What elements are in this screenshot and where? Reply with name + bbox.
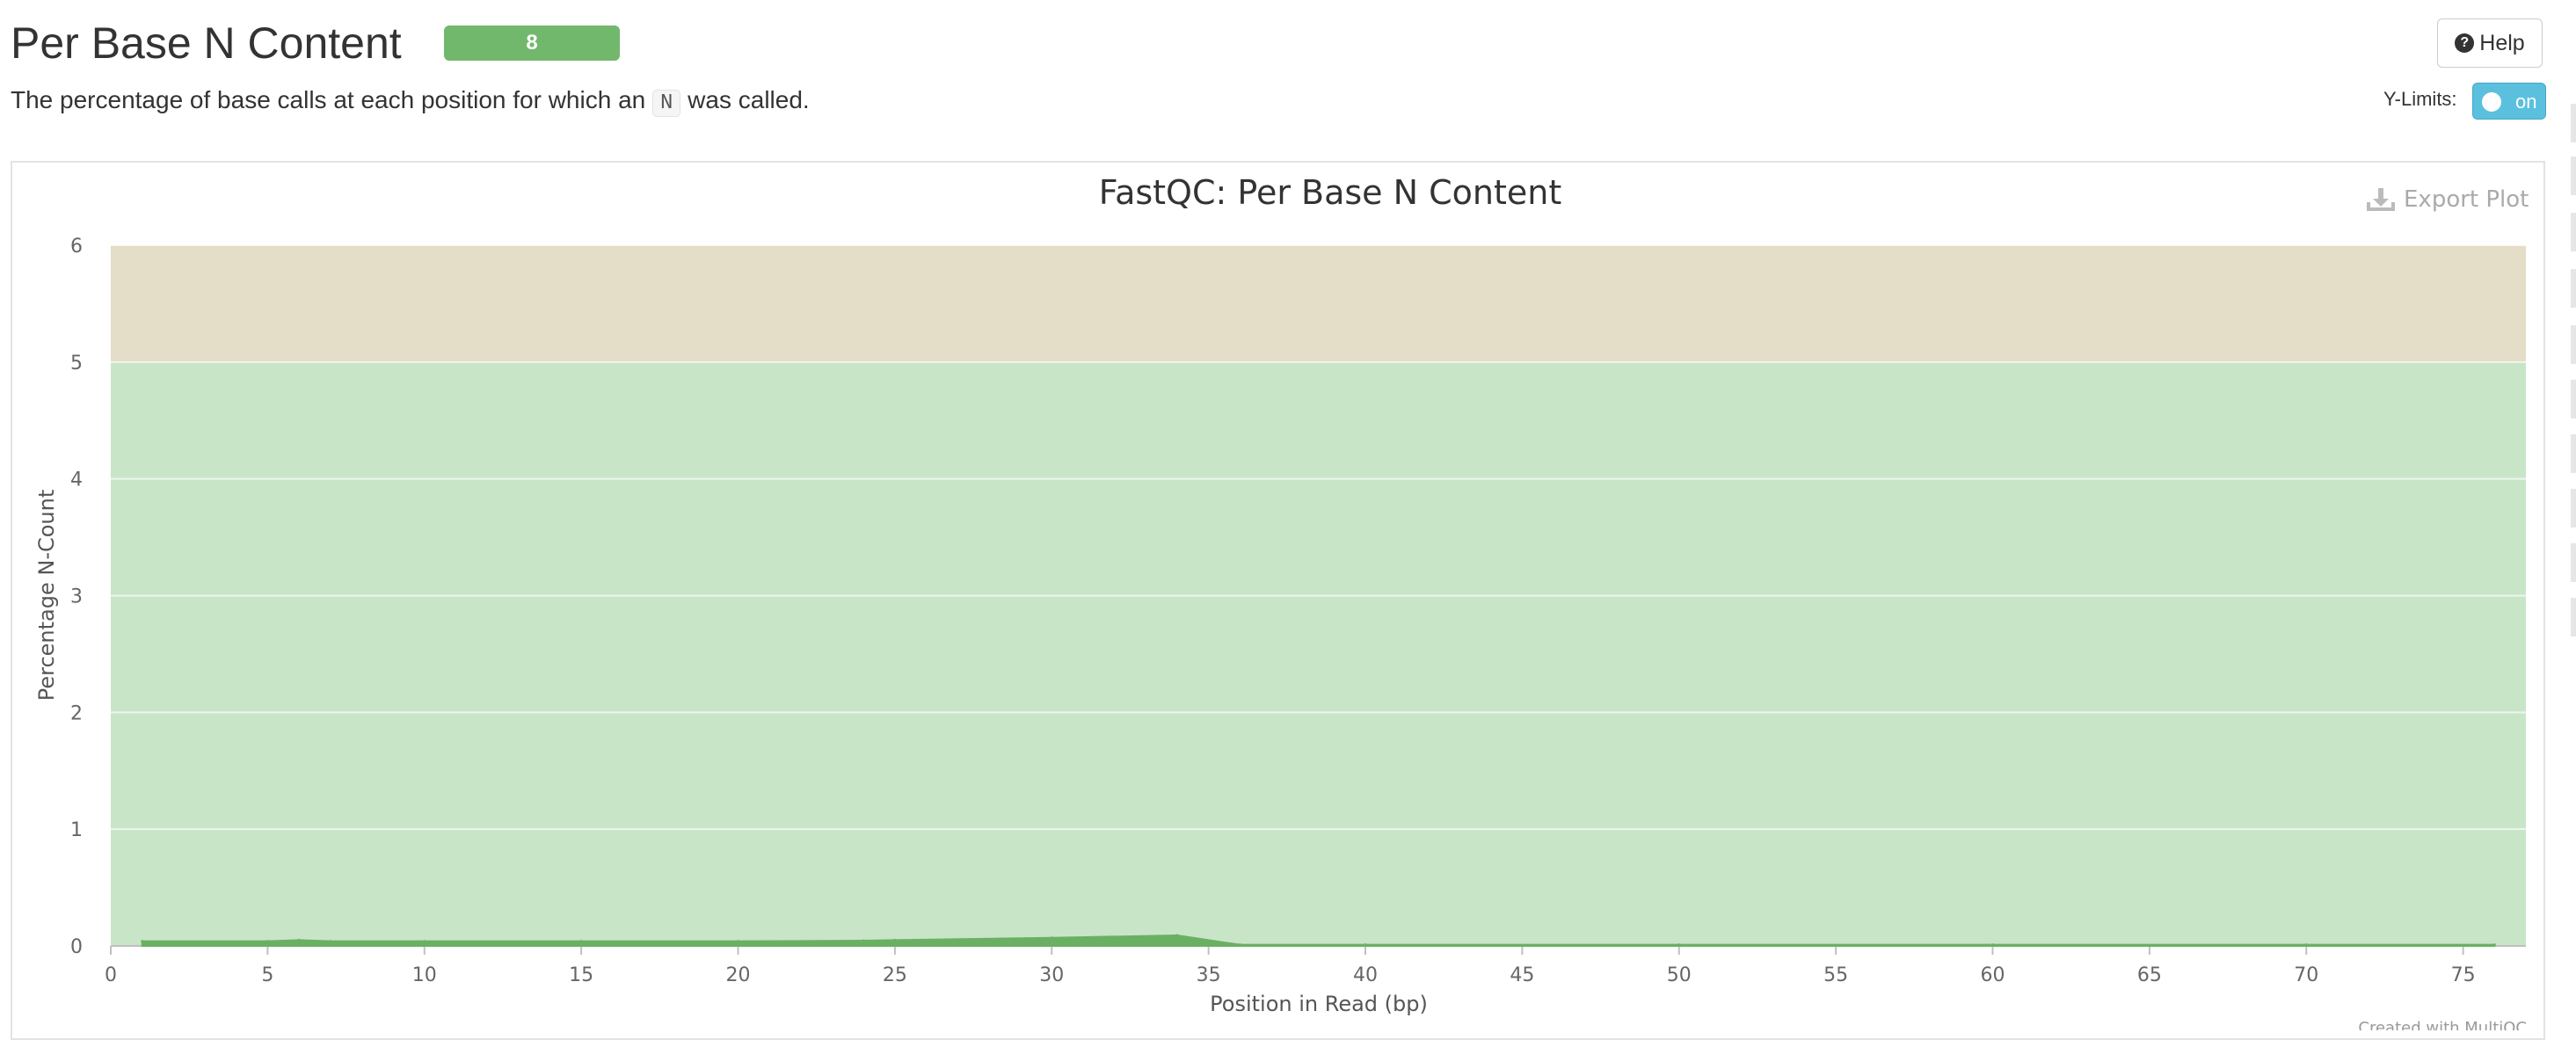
y-tick-label: 5 xyxy=(70,353,83,375)
data-point xyxy=(1175,934,1179,937)
ylimits-label: Y-Limits: xyxy=(2383,88,2457,110)
x-tick-label: 15 xyxy=(569,964,593,986)
data-point xyxy=(1364,943,1367,947)
series-area-0 xyxy=(141,935,2496,947)
x-tick-label: 35 xyxy=(1197,964,1221,986)
data-point xyxy=(579,940,583,943)
download-icon xyxy=(2367,188,2395,211)
description-text: The percentage of base calls at each pos… xyxy=(11,86,652,113)
data-point xyxy=(423,940,426,943)
section-description: The percentage of base calls at each pos… xyxy=(11,83,810,121)
data-point xyxy=(862,939,865,942)
band-0 xyxy=(111,361,2526,946)
data-point xyxy=(893,938,897,942)
side-tab[interactable] xyxy=(2571,543,2576,582)
x-axis-label: Position in Read (bp) xyxy=(1210,992,1428,1016)
y-tick-label: 2 xyxy=(70,702,83,724)
y-tick-label: 0 xyxy=(70,936,83,958)
y-tick-label: 4 xyxy=(70,469,83,491)
toggle-state-label: on xyxy=(2515,91,2537,113)
side-tab[interactable] xyxy=(2571,489,2576,527)
section-title: Per Base N Content xyxy=(11,18,402,68)
y-axis-label: Percentage N-Count xyxy=(34,490,59,702)
x-tick-label: 10 xyxy=(412,964,437,986)
ylimits-toggle[interactable]: on xyxy=(2472,83,2546,120)
data-point xyxy=(2492,943,2496,947)
export-plot-label: Export Plot xyxy=(2404,186,2529,213)
side-tab[interactable] xyxy=(2571,434,2576,473)
side-tab[interactable] xyxy=(2571,598,2576,636)
data-point xyxy=(1050,936,1053,940)
data-point xyxy=(141,940,144,943)
x-tick-label: 20 xyxy=(726,964,751,986)
data-point xyxy=(1991,943,1995,947)
data-point xyxy=(737,940,740,943)
question-circle-icon: ? xyxy=(2455,33,2475,53)
x-tick-label: 65 xyxy=(2137,964,2162,986)
data-point xyxy=(266,940,269,943)
description-code: N xyxy=(652,90,681,117)
status-badge[interactable]: 8 xyxy=(444,25,620,61)
chart-title: FastQC: Per Base N Content xyxy=(1099,173,1562,212)
side-tab[interactable] xyxy=(2571,325,2576,364)
help-button[interactable]: ? Help xyxy=(2437,18,2543,68)
x-tick-label: 45 xyxy=(1510,964,1534,986)
export-plot-button[interactable]: Export Plot xyxy=(2365,186,2529,213)
chart-credit: Created with MultiQC xyxy=(2358,1019,2527,1030)
y-tick-label: 6 xyxy=(70,236,83,258)
x-tick-label: 30 xyxy=(1039,964,1064,986)
x-tick-label: 70 xyxy=(2294,964,2318,986)
band-1 xyxy=(111,245,2526,362)
x-tick-label: 0 xyxy=(105,964,117,986)
y-tick-label: 3 xyxy=(70,586,83,608)
x-tick-label: 55 xyxy=(1823,964,1848,986)
description-text-end: was called. xyxy=(680,86,810,113)
x-tick-label: 5 xyxy=(261,964,273,986)
data-point xyxy=(1238,943,1241,947)
side-tab[interactable] xyxy=(2571,104,2576,142)
x-tick-label: 75 xyxy=(2451,964,2476,986)
x-tick-label: 60 xyxy=(1981,964,2005,986)
x-tick-label: 50 xyxy=(1667,964,1692,986)
side-tab[interactable] xyxy=(2571,380,2576,418)
data-point xyxy=(297,938,301,942)
y-tick-label: 1 xyxy=(70,819,83,841)
data-point xyxy=(2304,943,2308,947)
data-point xyxy=(1677,943,1681,947)
side-tab[interactable] xyxy=(2571,156,2576,195)
x-tick-label: 40 xyxy=(1353,964,1378,986)
side-tab[interactable] xyxy=(2571,269,2576,308)
toggle-knob xyxy=(2482,92,2501,112)
side-tab[interactable] xyxy=(2571,213,2576,251)
x-tick-label: 25 xyxy=(883,964,907,986)
help-label: Help xyxy=(2479,30,2525,55)
data-point xyxy=(329,940,332,943)
